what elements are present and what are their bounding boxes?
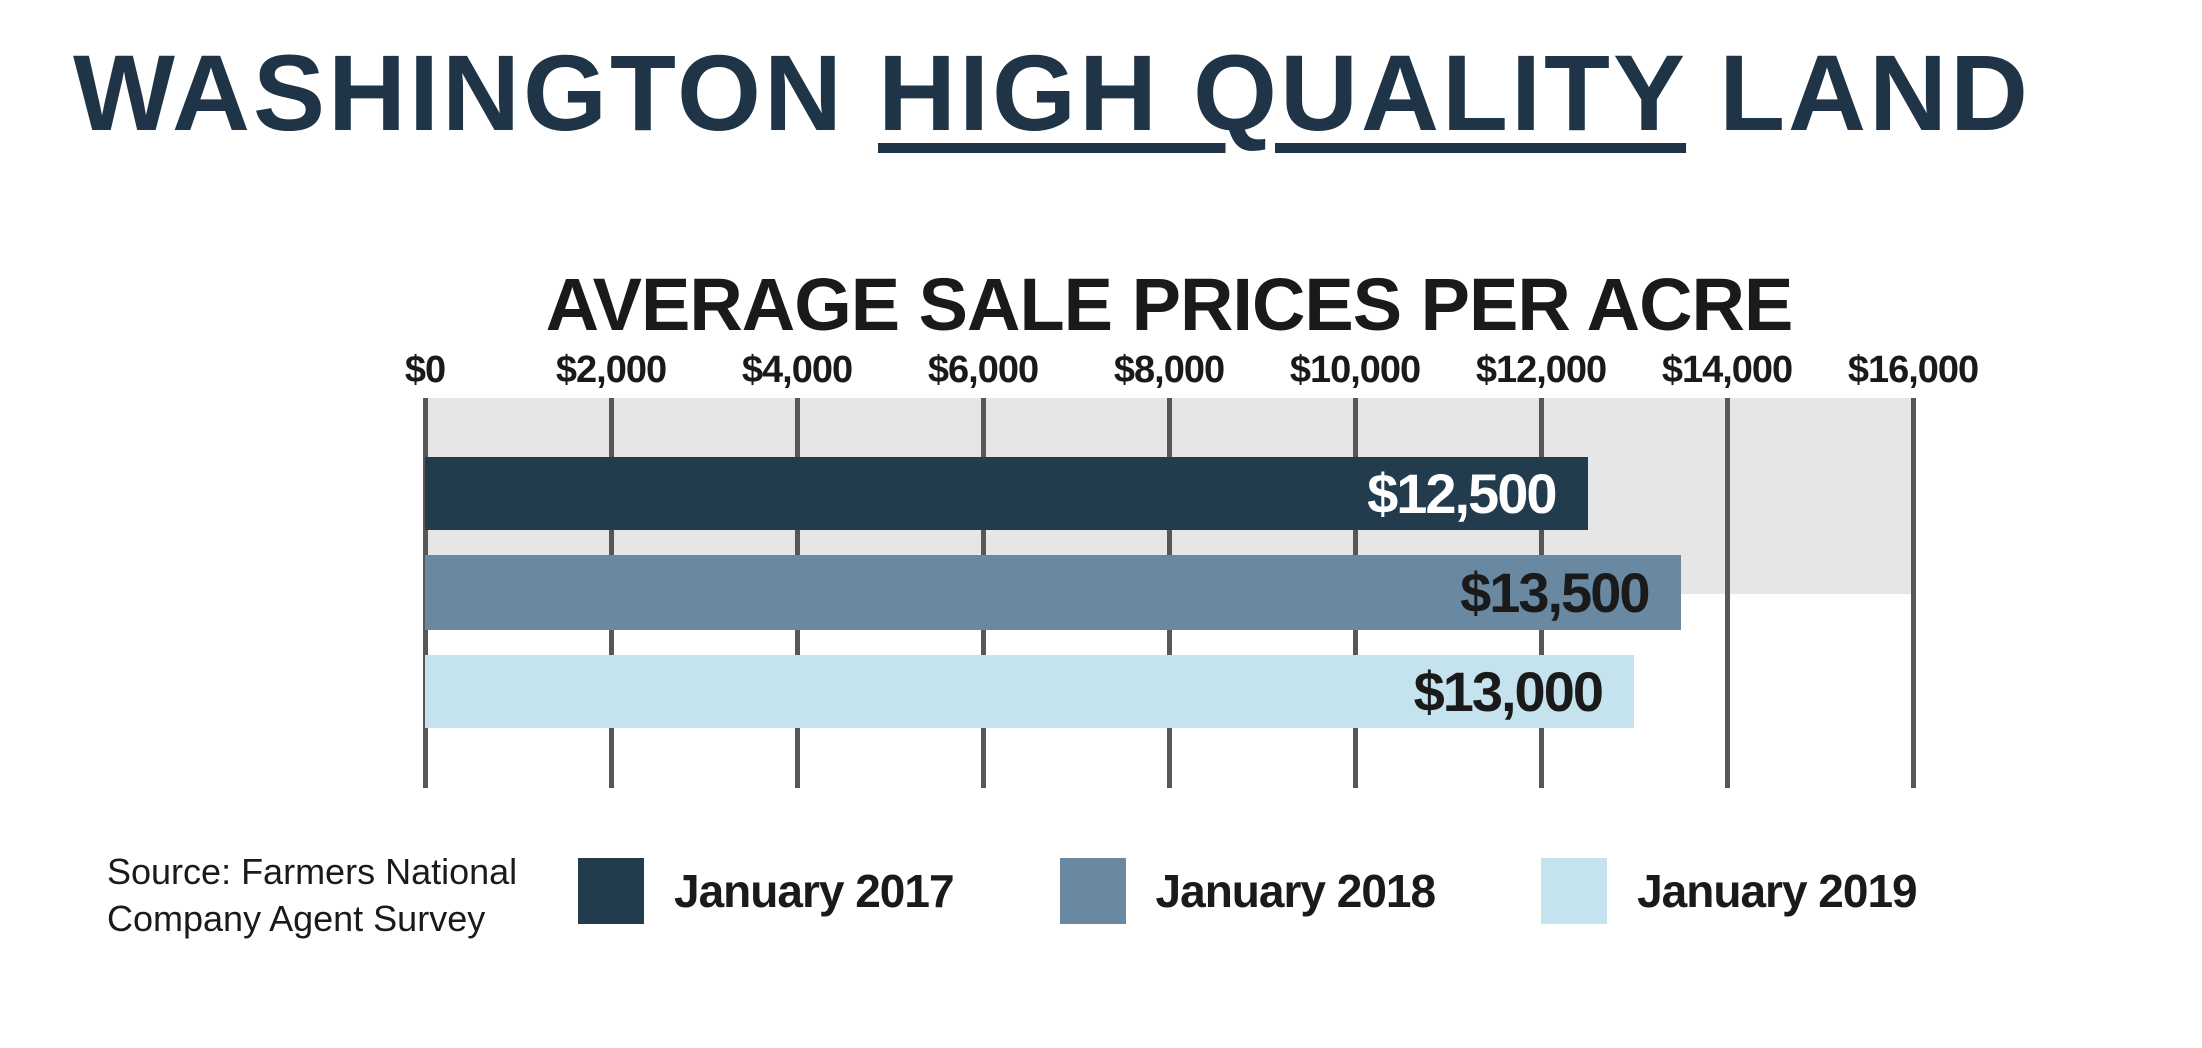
x-axis: $0 $2,000 $4,000 $6,000 $8,000 $10,000 $12,000… [405, 349, 1979, 395]
bar-january-2018: $13,500 [425, 555, 1681, 630]
x-tick-label-4000: $4,000 [741, 349, 853, 391]
x-tick-label-6000: $6,000 [927, 349, 1039, 391]
legend-item-january-2019: January 2019 [1541, 858, 1918, 924]
bar-value-label-january-2017: $12,500 [1367, 462, 1557, 525]
x-tick-label-0: $0 [404, 349, 446, 391]
legend-item-january-2018: January 2018 [1059, 858, 1437, 924]
x-tick-label-10000: $10,000 [1289, 349, 1421, 391]
x-tick-label-12000: $12,000 [1475, 349, 1607, 391]
gridline-16000 [1911, 398, 1916, 788]
gridline-14000 [1725, 398, 1730, 788]
chart-title: AVERAGE SALE PRICES PER ACRE [545, 263, 1794, 346]
bar-value-label-january-2019: $13,000 [1413, 660, 1604, 723]
legend-swatch [1059, 858, 1126, 924]
legend-label: January 2017 [674, 865, 955, 917]
legend-item-january-2017: January 2017 [578, 858, 955, 924]
x-tick-label-8000: $8,000 [1113, 349, 1225, 391]
source-note-line1: Source: Farmers National [107, 851, 518, 892]
plot-area: $12,500 $13,500 $13,000 [423, 398, 1916, 788]
source-note-line2: Company Agent Survey [107, 898, 486, 939]
x-tick-label-16000: $16,000 [1847, 349, 1979, 391]
x-tick-label-2000: $2,000 [555, 349, 667, 391]
page-title-prefix: WASHINGTON [73, 32, 879, 153]
source-note: Source: Farmers National Company Agent S… [107, 848, 517, 942]
bar-value-label-january-2018: $13,500 [1460, 561, 1650, 624]
bar-january-2019: $13,000 [425, 655, 1634, 728]
legend-label: January 2018 [1155, 865, 1437, 917]
legend-swatch [578, 858, 644, 924]
page-title: WASHINGTON HIGH QUALITY LAND [73, 32, 2032, 153]
legend-label: January 2019 [1637, 865, 1918, 917]
page-title-suffix: LAND [1686, 32, 2032, 153]
bar-january-2017: $12,500 [425, 457, 1588, 530]
legend: January 2017 January 2018 January 2019 [578, 858, 1918, 924]
legend-swatch [1541, 858, 1608, 924]
x-tick-label-14000: $14,000 [1661, 349, 1793, 391]
page-title-underlined-text: HIGH QUALITY [878, 32, 1687, 153]
